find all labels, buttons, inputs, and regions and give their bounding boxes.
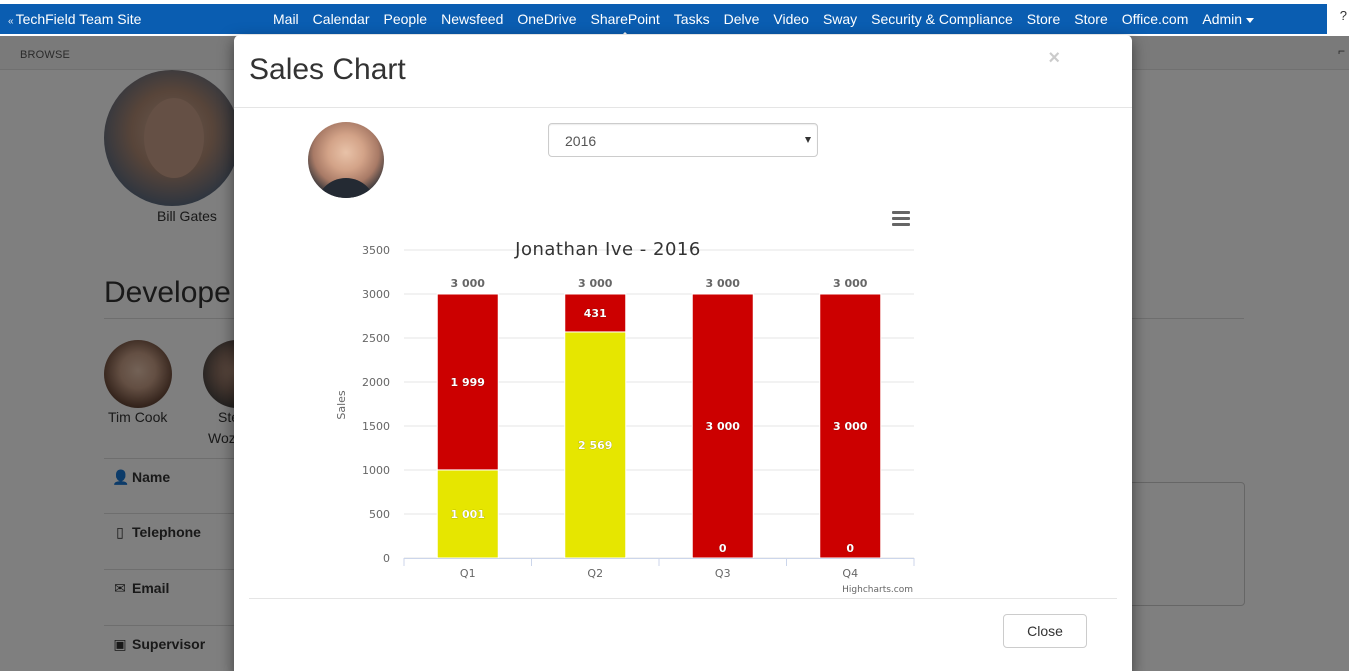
nav-delve[interactable]: Delve (723, 11, 760, 27)
modal-footer-divider (249, 598, 1117, 599)
employee-avatar (308, 122, 384, 198)
sales-chart-modal: Sales Chart × 2016 0 500 1000 1500 2000 2500 3… (234, 35, 1132, 671)
chart-title: Jonathan Ive - 2016 (514, 239, 701, 260)
nav-video[interactable]: Video (773, 11, 809, 27)
nav-calendar[interactable]: Calendar (312, 11, 370, 27)
nav-tasks[interactable]: Tasks (673, 11, 710, 27)
bar-data-label: 1 001 (451, 508, 485, 521)
stack-total-label: 3 000 (833, 277, 868, 290)
nav-admin-label: Admin (1202, 11, 1243, 27)
stack-total-label: 3 000 (578, 277, 613, 290)
y-tick-label: 2000 (362, 376, 390, 389)
nav-people[interactable]: People (383, 11, 428, 27)
year-select[interactable]: 2016 (548, 123, 818, 157)
bar-data-label: 3 000 (706, 420, 741, 433)
nav-store-1[interactable]: Store (1026, 11, 1061, 27)
bar-segment[interactable] (564, 293, 627, 333)
y-tick-label: 1000 (362, 464, 390, 477)
nav-admin[interactable]: Admin (1195, 4, 1261, 34)
menu-line-icon (892, 211, 910, 214)
chart-data-labels: 1 001 1 999 3 000 2 569 431 3 000 0 3 000 3 000 0… (450, 277, 868, 555)
sales-chart-svg: 0 500 1000 1500 2000 2500 3000 3500 1 001 1 999 3… (335, 239, 915, 595)
stack-total-label: 3 000 (706, 277, 741, 290)
y-tick-label: 3500 (362, 244, 390, 257)
caret-down-icon (1246, 17, 1255, 23)
bar-data-label: 3 000 (833, 420, 868, 433)
menu-line-icon (892, 217, 910, 220)
site-title-link[interactable]: «TechField Team Site (8, 11, 141, 27)
employee-avatar-shirt (316, 178, 376, 198)
bar-data-label: 2 569 (578, 439, 612, 452)
bar-segment[interactable] (436, 293, 499, 471)
bar-segment[interactable] (819, 293, 882, 559)
x-tick-label: Q4 (842, 567, 858, 580)
x-axis: Q1 Q2 Q3 Q4 (403, 558, 915, 580)
bar-segment[interactable] (436, 469, 499, 559)
y-tick-label: 2500 (362, 332, 390, 345)
x-tick-label: Q2 (587, 567, 603, 580)
bar-data-label: 0 (719, 542, 727, 555)
nav-sharepoint[interactable]: SharePoint (584, 4, 667, 36)
x-tick-label: Q3 (715, 567, 731, 580)
modal-title: Sales Chart (249, 53, 406, 86)
menu-line-icon (892, 223, 910, 226)
nav-onedrive[interactable]: OneDrive (517, 11, 577, 27)
nav-mail[interactable]: Mail (273, 11, 299, 27)
nav-sway[interactable]: Sway (822, 11, 858, 27)
close-button[interactable]: Close (1003, 614, 1087, 648)
nav-office-com[interactable]: Office.com (1121, 11, 1189, 27)
bar-data-label: 1 999 (451, 376, 485, 389)
y-tick-label: 1500 (362, 420, 390, 433)
nav-newsfeed[interactable]: Newsfeed (441, 11, 504, 27)
chart-bars (436, 293, 882, 559)
y-tick-label: 0 (383, 552, 390, 565)
close-icon[interactable]: × (1048, 47, 1060, 69)
nav-store-2[interactable]: Store (1074, 11, 1108, 27)
y-tick-label: 3000 (362, 288, 390, 301)
modal-header: Sales Chart × (234, 35, 1132, 108)
suite-bar-inner: «TechField Team Site Mail Calendar Peopl… (0, 4, 1327, 36)
chevron-down-icon (805, 137, 811, 143)
suite-bar: «TechField Team Site Mail Calendar Peopl… (0, 0, 1349, 36)
bar-segment[interactable] (564, 331, 627, 559)
year-select-value: 2016 (565, 133, 597, 149)
stack-total-label: 3 000 (451, 277, 486, 290)
help-icon[interactable]: ? (1339, 8, 1347, 23)
y-axis-ticks: 0 500 1000 1500 2000 2500 3000 3500 (362, 244, 390, 565)
x-tick-label: Q1 (460, 567, 476, 580)
back-chevron-icon: « (8, 16, 14, 27)
suite-nav: Mail Calendar People Newsfeed OneDrive S… (266, 4, 1261, 36)
chart-context-menu-icon[interactable] (892, 211, 910, 227)
y-tick-label: 500 (369, 508, 390, 521)
bar-data-label: 0 (846, 542, 854, 555)
site-title-text: TechField Team Site (15, 11, 142, 27)
chart-credits[interactable]: Highcharts.com (842, 585, 913, 595)
sales-chart: 0 500 1000 1500 2000 2500 3000 3500 1 001 1 999 3… (330, 195, 930, 595)
y-axis-label: Sales (335, 390, 348, 420)
nav-security-compliance[interactable]: Security & Compliance (871, 11, 1013, 27)
bar-segment[interactable] (691, 293, 754, 559)
bar-data-label: 431 (584, 307, 607, 320)
